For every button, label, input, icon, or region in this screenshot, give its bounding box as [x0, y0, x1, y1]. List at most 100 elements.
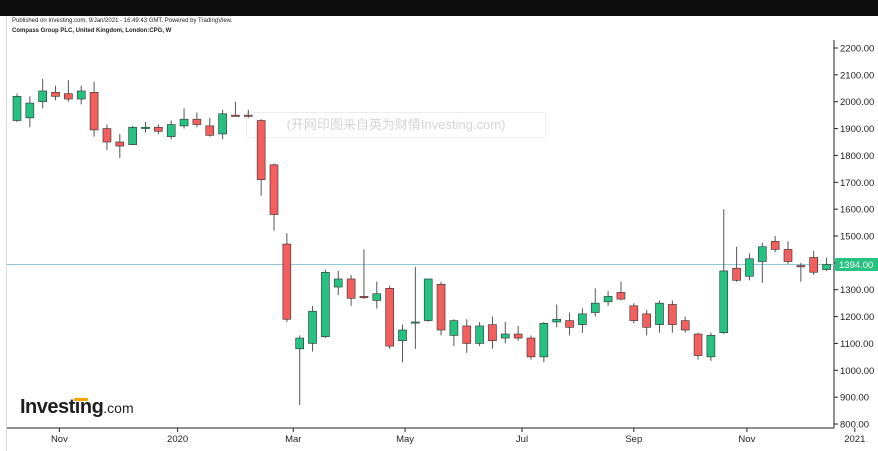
investing-logo: Investing.com	[20, 396, 134, 419]
candle-down	[346, 278, 356, 299]
y-tick-label: 1600.00	[840, 205, 874, 216]
candle-down	[680, 320, 690, 331]
candle-down	[359, 296, 369, 299]
logo-word: Investing	[20, 396, 104, 418]
candle-down	[616, 292, 626, 300]
candle-down	[205, 125, 215, 136]
candle-down	[282, 243, 292, 320]
y-tick-label: 900.00	[840, 393, 869, 404]
candle-up	[179, 118, 189, 127]
y-tick-label: 1300.00	[840, 285, 874, 296]
candle-up	[552, 318, 562, 323]
chart-frame	[6, 16, 878, 451]
candle-down	[668, 304, 677, 325]
candle-up	[321, 271, 330, 338]
logo-suffix: .com	[103, 400, 134, 416]
last-price-marker: 1394.00	[835, 257, 878, 271]
x-tick-label: 2020	[167, 434, 188, 445]
x-tick-label: 2021	[844, 434, 865, 445]
y-tick-label: 1500.00	[840, 232, 874, 243]
candle-up	[128, 126, 137, 145]
candle-down	[154, 126, 163, 132]
candle-down	[51, 92, 60, 97]
candle-down	[565, 320, 574, 328]
y-tick-label: 2100.00	[840, 70, 874, 81]
candle-up	[141, 126, 150, 129]
candle-down	[269, 164, 279, 215]
candle-up	[757, 246, 767, 262]
candle-up	[603, 296, 613, 303]
candle-down	[783, 249, 793, 262]
candle-down	[436, 284, 446, 331]
last-price-label: 1394.00	[839, 260, 873, 271]
candle-down	[770, 241, 780, 250]
candle-up	[423, 278, 433, 321]
y-tick-label: 1000.00	[840, 366, 874, 377]
candle-up	[590, 302, 600, 313]
candle-down	[64, 93, 73, 100]
candle-down	[629, 305, 639, 321]
x-tick-label: Nov	[51, 434, 68, 445]
candle-up	[719, 270, 729, 333]
published-caption: Published on Investing.com, 9/Jan/2021 -…	[12, 18, 233, 24]
x-tick-label: May	[396, 434, 414, 445]
candle-down	[192, 118, 202, 125]
candle-down	[102, 128, 112, 143]
y-tick-label: 2200.00	[840, 44, 874, 55]
y-tick-label: 1200.00	[840, 312, 874, 323]
y-tick-label: 2000.00	[840, 97, 874, 108]
candle-up	[295, 337, 305, 350]
candle-up	[166, 124, 176, 137]
candle-up	[372, 293, 382, 301]
y-axis-ticks: 2200.00 2100.00 2000.00 1900.00 1800.00 1700.…	[834, 44, 874, 431]
candle-up	[822, 264, 831, 270]
top-bar	[0, 0, 878, 16]
candle-up	[398, 329, 407, 342]
candle-up	[25, 102, 35, 119]
candle-up	[12, 96, 22, 121]
candles	[12, 78, 831, 406]
candle-up	[333, 278, 343, 288]
candle-down	[513, 333, 523, 339]
candle-up	[578, 313, 587, 325]
candle-down	[488, 324, 497, 342]
y-tick-label: 1900.00	[840, 124, 874, 135]
x-axis-ticks: Nov 2020 Mar May Jul Sep Nov 2021	[51, 428, 865, 445]
candle-down	[244, 114, 253, 117]
y-tick-label: 800.00	[840, 420, 869, 431]
y-tick-label: 1800.00	[840, 151, 874, 162]
candle-up	[706, 335, 716, 358]
candle-up	[745, 258, 754, 277]
candle-down	[115, 141, 125, 147]
candle-down	[526, 337, 536, 358]
candle-down	[732, 267, 741, 281]
candle-up	[500, 333, 510, 339]
last-price-box	[835, 257, 878, 271]
logo-accent-mark	[74, 398, 88, 401]
candle-up	[411, 321, 420, 324]
candle-down	[796, 265, 806, 268]
candle-down	[642, 313, 651, 328]
candle-up	[76, 90, 86, 100]
watermark: (开网印图来自英为财情Investing.com)	[246, 112, 546, 138]
candle-down	[256, 120, 266, 180]
candle-up	[475, 325, 484, 344]
candle-up	[308, 310, 317, 344]
candle-up	[218, 113, 227, 135]
instrument-title: Compass Group PLC, United Kingdom, Londo…	[12, 28, 172, 34]
candle-down	[385, 288, 394, 347]
y-tick-label: 1700.00	[840, 178, 874, 189]
candle-up	[539, 322, 549, 358]
candle-up	[449, 320, 459, 336]
candle-down	[693, 333, 703, 356]
x-tick-label: Nov	[738, 434, 755, 445]
candle-up	[38, 90, 48, 103]
candle-down	[89, 92, 99, 131]
y-tick-label: 1100.00	[840, 339, 874, 350]
candle-down	[231, 114, 240, 117]
candle-down	[809, 257, 819, 273]
candle-up	[655, 302, 664, 325]
candle-down	[462, 325, 472, 344]
x-tick-label: Jul	[516, 434, 528, 445]
